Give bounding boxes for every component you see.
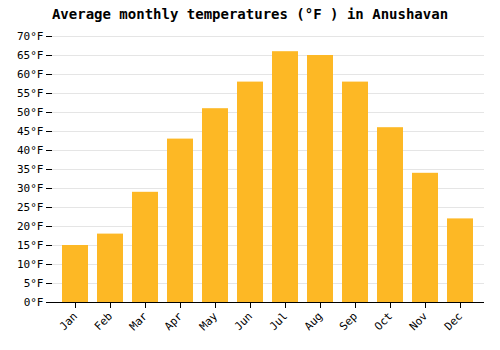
svg-text:20°F: 20°F <box>17 220 44 233</box>
svg-text:May: May <box>197 309 221 333</box>
svg-text:Aug: Aug <box>302 310 325 333</box>
svg-text:65°F: 65°F <box>17 49 44 62</box>
svg-text:45°F: 45°F <box>17 125 44 138</box>
svg-text:Nov: Nov <box>407 309 431 333</box>
svg-text:55°F: 55°F <box>17 87 44 100</box>
svg-text:70°F: 70°F <box>17 30 44 43</box>
svg-text:15°F: 15°F <box>17 239 44 252</box>
svg-text:10°F: 10°F <box>17 258 44 271</box>
svg-text:5°F: 5°F <box>24 277 44 290</box>
svg-text:40°F: 40°F <box>17 144 44 157</box>
svg-text:Apr: Apr <box>162 309 186 333</box>
svg-text:0°F: 0°F <box>24 296 44 309</box>
svg-text:Oct: Oct <box>372 310 395 333</box>
svg-text:60°F: 60°F <box>17 68 44 81</box>
svg-text:Feb: Feb <box>92 310 115 333</box>
svg-text:Mar: Mar <box>127 309 151 333</box>
html-text:Average monthly temperatures (: Average monthly temperatures (°F ) in An… <box>51 6 449 22</box>
svg-text:Jan: Jan <box>57 310 80 333</box>
svg-text:50°F: 50°F <box>17 106 44 119</box>
svg-text:25°F: 25°F <box>17 201 44 214</box>
svg-text:35°F: 35°F <box>17 163 44 176</box>
svg-text:30°F: 30°F <box>17 182 44 195</box>
svg-text:Dec: Dec <box>442 310 465 333</box>
svg-text:Jun: Jun <box>232 310 255 333</box>
svg-text:Sep: Sep <box>337 310 360 333</box>
svg-text:Jul: Jul <box>267 310 290 333</box>
